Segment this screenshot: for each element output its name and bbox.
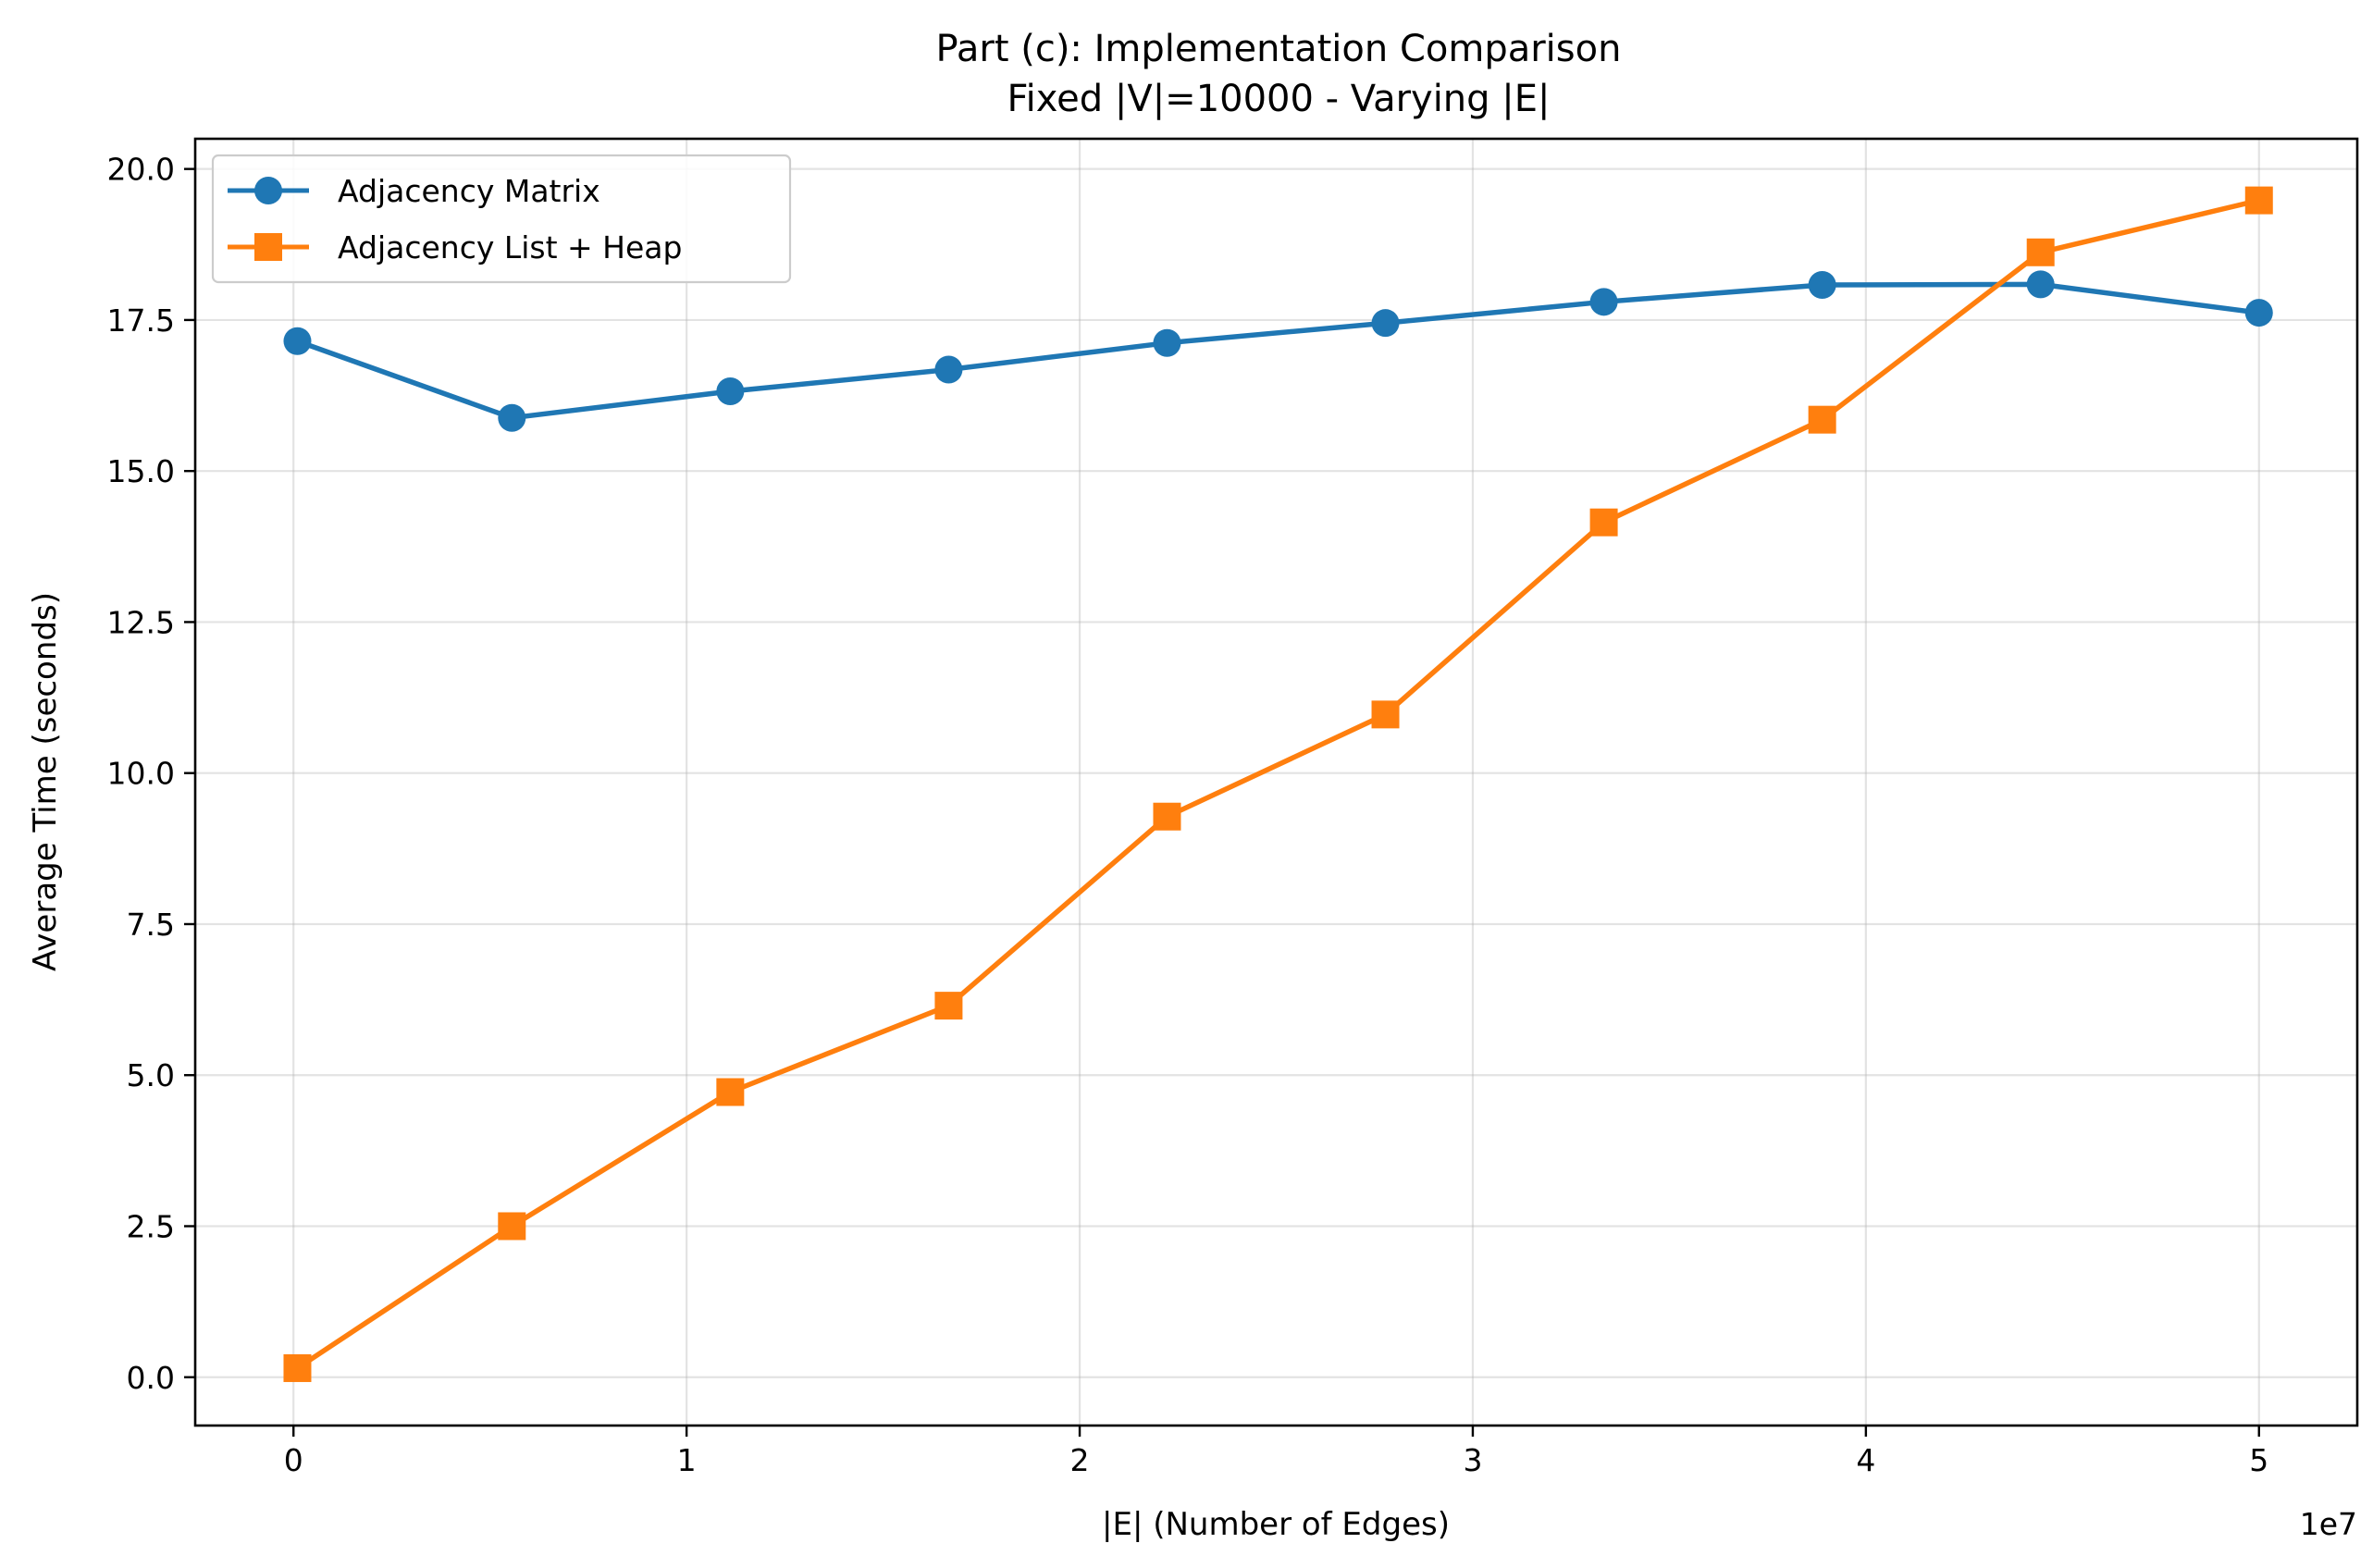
data-point-adjacency-list-heap [1153, 802, 1181, 831]
y-tick-label: 12.5 [107, 604, 175, 640]
x-axis-label: |E| (Number of Edges) [1102, 1506, 1450, 1543]
series-adjacency-matrix [283, 270, 2273, 432]
legend-box [211, 154, 792, 284]
data-point-adjacency-matrix [934, 355, 963, 384]
y-tick-label: 0.0 [127, 1360, 175, 1396]
legend-item-adjacency-list-heap: Adjacency List + Heap [228, 229, 682, 265]
data-point-adjacency-list-heap [1589, 508, 1618, 537]
data-point-adjacency-list-heap [934, 992, 963, 1020]
series-line-adjacency-list-heap [295, 197, 2260, 1371]
data-point-adjacency-matrix [716, 377, 745, 405]
data-point-adjacency-matrix [1153, 328, 1181, 357]
series-adjacency-list-heap [283, 186, 2273, 1382]
data-point-adjacency-matrix [2244, 299, 2273, 327]
x-tick-label: 3 [1463, 1442, 1482, 1478]
x-tick-label: 1 [677, 1442, 697, 1478]
y-tick-label: 7.5 [127, 907, 175, 943]
data-point-adjacency-matrix [1808, 271, 1836, 300]
series-layer [283, 186, 2273, 1382]
plot-frame [193, 137, 2359, 1427]
data-point-adjacency-list-heap [2026, 238, 2055, 266]
legend-item-adjacency-matrix: Adjacency Matrix [228, 173, 600, 209]
data-point-adjacency-matrix [283, 327, 312, 355]
x-tick-label: 2 [1070, 1442, 1090, 1478]
data-point-adjacency-matrix [2026, 270, 2055, 299]
data-point-adjacency-list-heap [283, 1353, 312, 1382]
x-tick-label: 4 [1856, 1442, 1875, 1478]
y-tick-label: 15.0 [107, 453, 175, 489]
chart-subtitle: Fixed |V|=10000 - Varying |E| [1007, 78, 1551, 120]
legend-label-adjacency-matrix: Adjacency Matrix [338, 173, 600, 209]
data-point-adjacency-list-heap [1371, 700, 1400, 729]
axis-ticks: 0 1 2 3 4 5 0.0 2.5 5.0 7.5 10.0 12.5 15.0 17.5 20.0 [107, 152, 2269, 1478]
x-tick-label: 0 [284, 1442, 303, 1478]
y-axis-label: Average Time (seconds) [27, 592, 64, 971]
data-point-adjacency-matrix [498, 403, 526, 432]
x-axis-offset-text: 1e7 [2300, 1506, 2357, 1542]
data-point-adjacency-matrix [1371, 309, 1400, 338]
y-tick-label: 20.0 [107, 152, 175, 188]
data-point-adjacency-list-heap [498, 1212, 526, 1241]
legend-marker-circle-icon [254, 177, 282, 204]
legend-marker-square-icon [254, 233, 282, 261]
data-point-adjacency-list-heap [2244, 186, 2273, 215]
y-tick-label: 5.0 [127, 1057, 175, 1093]
y-tick-label: 10.0 [107, 756, 175, 792]
y-tick-label: 17.5 [107, 302, 175, 339]
x-tick-label: 5 [2249, 1442, 2268, 1478]
data-point-adjacency-list-heap [716, 1078, 745, 1106]
data-point-adjacency-matrix [1589, 288, 1618, 316]
data-point-adjacency-list-heap [1808, 405, 1836, 434]
legend: Adjacency Matrix Adjacency List + Heap [211, 154, 792, 284]
legend-label-adjacency-list-heap: Adjacency List + Heap [338, 229, 682, 265]
series-line-adjacency-matrix [296, 281, 2260, 421]
chart-title: Part (c): Implementation Comparison [936, 28, 1622, 70]
y-tick-label: 2.5 [127, 1208, 175, 1244]
